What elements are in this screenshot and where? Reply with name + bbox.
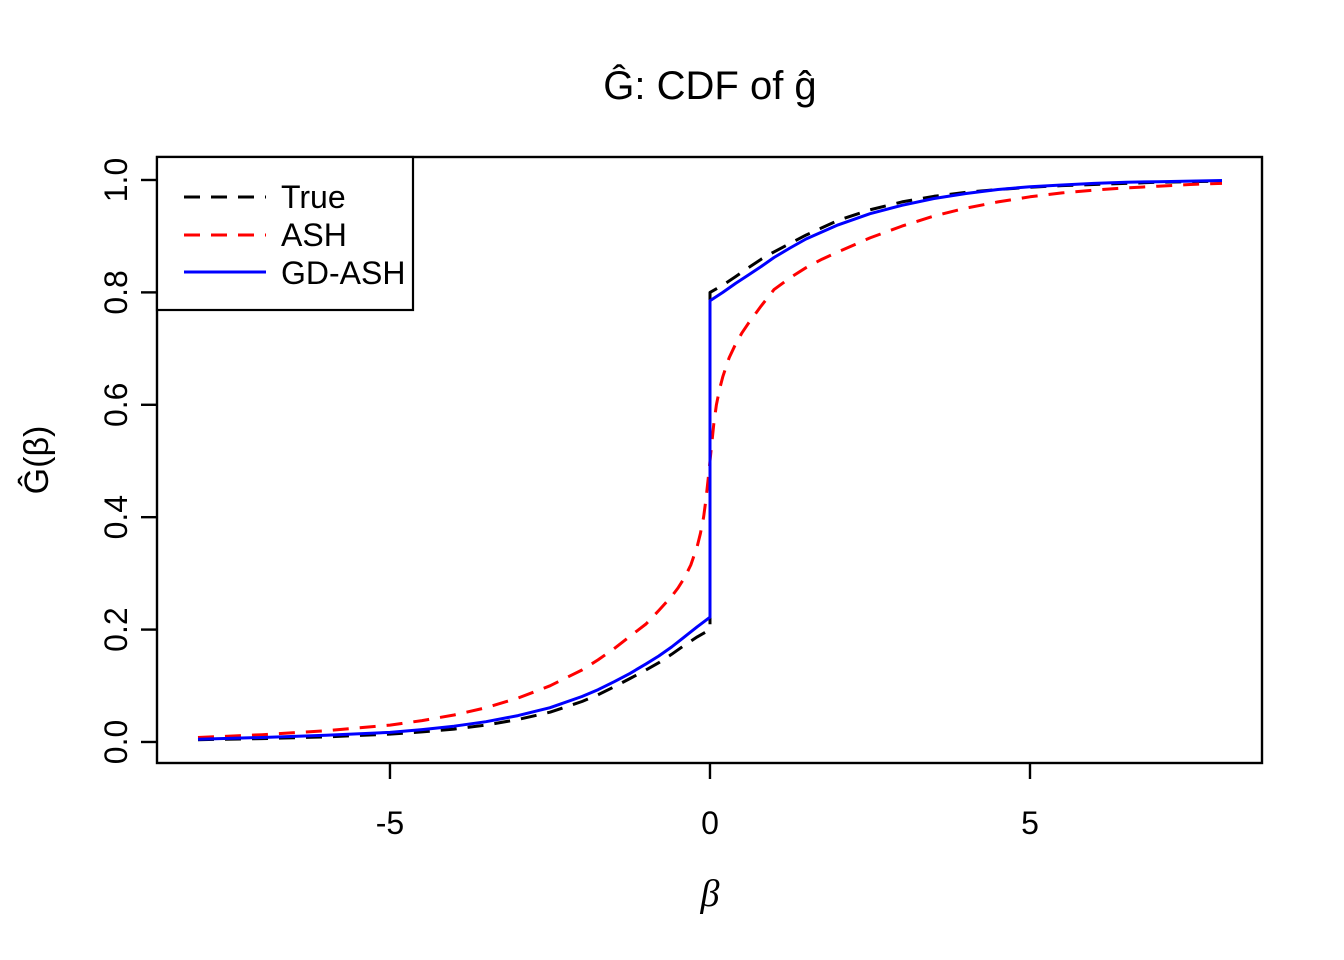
y-tick-label: 0.2 [98, 607, 134, 651]
legend-label-ash: ASH [281, 217, 347, 253]
y-tick-label: 0.8 [98, 270, 134, 314]
y-tick-label: 0.4 [98, 495, 134, 539]
x-tick-label: 5 [1021, 805, 1039, 841]
plot-curves [197, 179, 1223, 742]
plot-title: Ĝ: CDF of ĝ [603, 63, 816, 108]
y-axis-label: Ĝ(β) [18, 426, 56, 495]
x-tick-label: 0 [701, 805, 719, 841]
legend-label-true: True [281, 179, 346, 215]
y-tick-label: 0.6 [98, 383, 134, 427]
y-tick-label: 1.0 [98, 158, 134, 202]
legend-swatches [184, 195, 266, 274]
legend: True ASH GD-ASH [155, 155, 415, 312]
y-tick-label: 0.0 [98, 720, 134, 764]
legend-label-gdash: GD-ASH [281, 255, 405, 291]
curve-gd-ash [197, 179, 1223, 741]
x-axis-label: β [700, 873, 720, 915]
x-tick-label: -5 [376, 805, 404, 841]
axis-ticks: -5 0 5 0.0 0.2 0.4 0.6 0.8 1.0 [98, 158, 1039, 841]
curve-ash [197, 181, 1223, 739]
